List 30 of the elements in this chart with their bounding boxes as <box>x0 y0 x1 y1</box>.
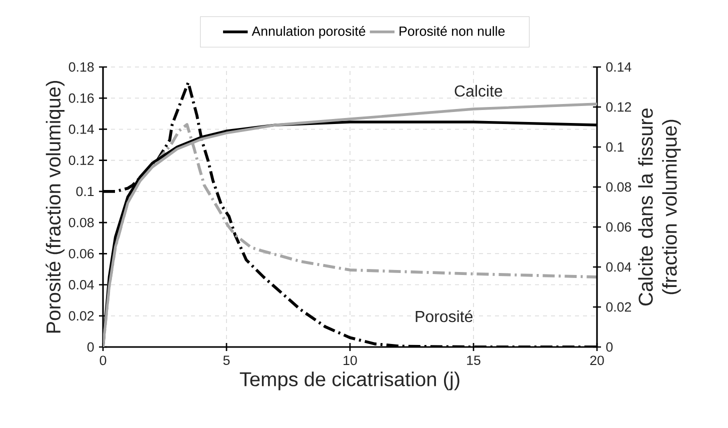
y-axis-title: Porosité (fraction volumique) <box>46 81 65 333</box>
y-tick-label: 0.06 <box>68 248 94 258</box>
y-tick-label: 0.14 <box>68 124 94 134</box>
y2-tick-label: 0.14 <box>606 62 632 72</box>
y2-tick-label: 0.08 <box>606 182 632 192</box>
y2-tick-label: 0 <box>606 342 613 352</box>
x-tick-label: 0 <box>100 356 106 366</box>
y2-tick-label: 0.12 <box>606 102 631 112</box>
y-tick-label: 0.16 <box>68 93 94 103</box>
x-tick-label: 20 <box>590 356 604 366</box>
legend-label: Annulation porosité <box>252 26 366 39</box>
y-tick-label: 0.02 <box>68 311 94 321</box>
x-tick-label: 10 <box>344 356 357 366</box>
y2-tick-label: 0.02 <box>606 302 631 312</box>
annotation: Calcite <box>454 84 502 97</box>
y-tick-label: 0.08 <box>68 218 94 228</box>
y2-tick-label: 0.06 <box>606 222 632 232</box>
x-axis-title: Temps de cicatrisation (j) <box>240 372 460 390</box>
x-tick-label: 5 <box>223 356 230 365</box>
y-tick-label: 0.18 <box>68 62 94 72</box>
y2-tick-label: 0.04 <box>606 262 632 272</box>
annotation: Porosité <box>416 310 472 322</box>
y2-axis-title: Calcite dans la fissure (fraction volumique) <box>638 108 681 306</box>
x-tick-label: 15 <box>467 356 480 365</box>
y2-tick-label: 0.1 <box>606 142 624 152</box>
y-tick-label: 0.04 <box>68 280 94 290</box>
y-tick-label: 0.1 <box>76 186 94 196</box>
y-tick-label: 0 <box>87 342 94 352</box>
y-tick-label: 0.12 <box>68 156 94 166</box>
legend-label: Porosité non nulle <box>400 26 505 36</box>
